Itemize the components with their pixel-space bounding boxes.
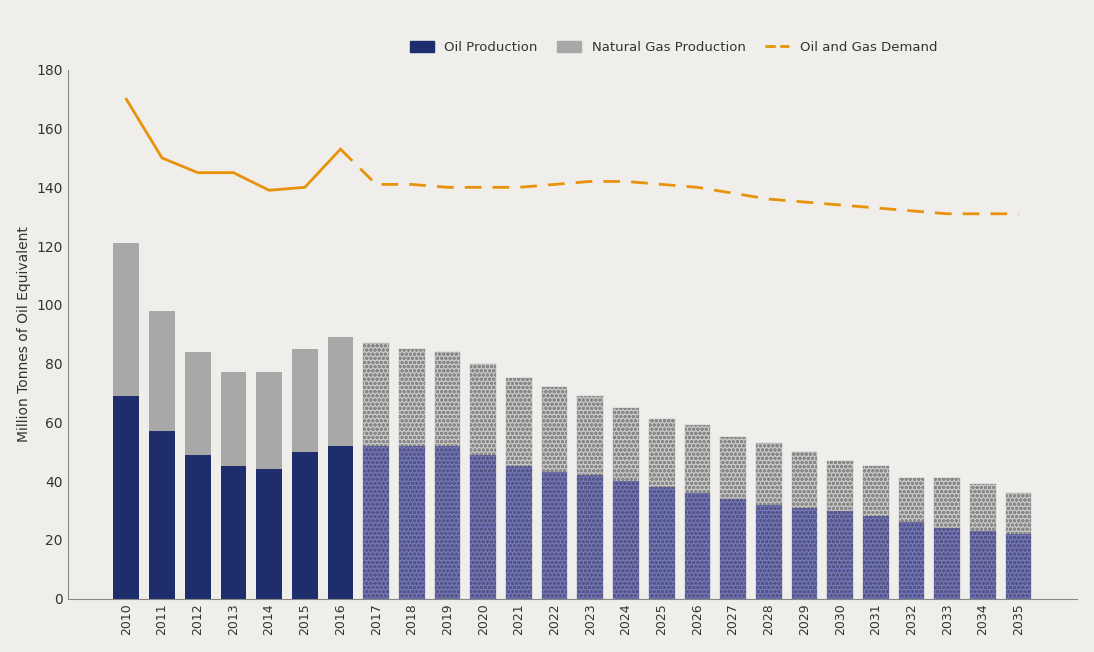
Bar: [399, 446, 424, 599]
Bar: [434, 352, 461, 446]
Bar: [185, 454, 210, 599]
Bar: [363, 343, 389, 446]
Bar: [613, 408, 639, 481]
Bar: [507, 378, 532, 466]
Bar: [756, 443, 781, 505]
Bar: [578, 396, 603, 475]
Bar: [649, 419, 675, 487]
Bar: [185, 352, 210, 454]
Bar: [114, 396, 139, 599]
Bar: [1005, 493, 1032, 534]
Bar: [363, 446, 389, 599]
Bar: [221, 466, 246, 599]
Bar: [685, 493, 710, 599]
Bar: [256, 372, 282, 469]
Bar: [863, 466, 888, 516]
Bar: [542, 387, 568, 472]
Bar: [970, 484, 996, 531]
Bar: [114, 243, 139, 396]
Bar: [149, 431, 175, 599]
Bar: [470, 364, 496, 454]
Bar: [470, 454, 496, 599]
Bar: [434, 446, 461, 599]
Legend: Oil Production, Natural Gas Production, Oil and Gas Demand: Oil Production, Natural Gas Production, …: [404, 34, 944, 61]
Bar: [221, 372, 246, 466]
Bar: [756, 505, 781, 599]
Bar: [1005, 534, 1032, 599]
Bar: [720, 437, 746, 499]
Bar: [827, 511, 853, 599]
Bar: [863, 516, 888, 599]
Bar: [898, 479, 924, 522]
Y-axis label: Million Tonnes of Oil Equivalent: Million Tonnes of Oil Equivalent: [16, 226, 31, 442]
Bar: [149, 311, 175, 431]
Bar: [327, 337, 353, 446]
Bar: [720, 499, 746, 599]
Bar: [292, 349, 317, 452]
Bar: [613, 481, 639, 599]
Bar: [970, 531, 996, 599]
Bar: [327, 446, 353, 599]
Bar: [507, 466, 532, 599]
Bar: [827, 460, 853, 511]
Bar: [649, 487, 675, 599]
Bar: [934, 479, 961, 528]
Bar: [578, 475, 603, 599]
Bar: [898, 522, 924, 599]
Bar: [542, 472, 568, 599]
Bar: [792, 508, 817, 599]
Bar: [256, 469, 282, 599]
Bar: [685, 425, 710, 493]
Bar: [934, 528, 961, 599]
Bar: [292, 452, 317, 599]
Bar: [399, 349, 424, 446]
Bar: [792, 452, 817, 508]
